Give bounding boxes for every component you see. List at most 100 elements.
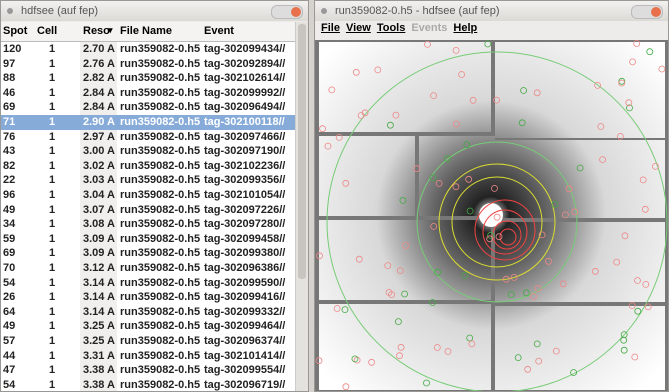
cell: 3.14 A [83, 290, 115, 305]
detector-image [315, 40, 668, 392]
menu-item[interactable]: Events [411, 22, 447, 34]
cell: 3.25 A [83, 334, 115, 349]
cell: 1 [49, 305, 55, 320]
cell: 3.31 A [83, 349, 115, 364]
cell: tag-302099434// [204, 42, 285, 57]
cell: 47 [3, 363, 15, 378]
menu-item[interactable]: Tools [377, 22, 406, 34]
cell: run359082-0.h5 [120, 71, 200, 86]
cell: run359082-0.h5 [120, 203, 200, 218]
menu-item[interactable]: View [346, 22, 371, 34]
cell: run359082-0.h5 [120, 188, 200, 203]
cell: 3.14 A [83, 276, 115, 291]
cell: tag-302099332// [204, 305, 285, 320]
menu-item[interactable]: Help [453, 22, 477, 34]
cell: 2.97 A [83, 130, 115, 145]
sort-indicator[interactable]: ▾ [108, 25, 113, 36]
title-bar: run359082-0.h5 - hdfsee (auf fep) [315, 1, 668, 21]
cell: tag-302101414// [204, 349, 285, 364]
cell: run359082-0.h5 [120, 100, 200, 115]
cell: 1 [49, 378, 55, 392]
cell: 76 [3, 130, 15, 145]
column-header[interactable]: File Name [120, 25, 172, 37]
column-header[interactable]: Event [204, 25, 234, 37]
column-header[interactable]: Reso [83, 25, 110, 37]
cell: 1 [49, 217, 55, 232]
cell: 2.70 A [83, 42, 115, 57]
cell: run359082-0.h5 [120, 363, 200, 378]
cell: tag-302099416// [204, 290, 285, 305]
cell: 34 [3, 217, 15, 232]
cell: 71 [3, 115, 15, 130]
cell: 1 [49, 71, 55, 86]
cell: 3.38 A [83, 378, 115, 392]
cell: run359082-0.h5 [120, 232, 200, 247]
cell: 82 [3, 159, 15, 174]
cell: 3.08 A [83, 217, 115, 232]
cell: tag-302096374// [204, 334, 285, 349]
table-header[interactable]: Spot Cell Reso File Name Event ▾ [1, 22, 296, 42]
cell: 1 [49, 42, 55, 57]
cell: 1 [49, 86, 55, 101]
cell: 43 [3, 144, 15, 159]
cell: tag-302100118// [204, 115, 285, 130]
cell: tag-302099380// [204, 246, 285, 261]
column-header[interactable]: Cell [37, 25, 57, 37]
cell: 69 [3, 100, 15, 115]
cell: run359082-0.h5 [120, 217, 200, 232]
cell: 3.00 A [83, 144, 115, 159]
cell: 49 [3, 203, 15, 218]
cell: run359082-0.h5 [120, 57, 200, 72]
cell: tag-302099554// [204, 363, 285, 378]
scrollbar[interactable] [295, 22, 308, 391]
cell: run359082-0.h5 [120, 173, 200, 188]
cell: 88 [3, 71, 15, 86]
cell: 1 [49, 334, 55, 349]
cell: tag-302099992// [204, 86, 285, 101]
cell: 64 [3, 305, 15, 320]
cell: 3.09 A [83, 232, 115, 247]
cell: 1 [49, 100, 55, 115]
cell: tag-302102236// [204, 159, 285, 174]
cell: tag-302096494// [204, 100, 285, 115]
cell: tag-302096386// [204, 261, 285, 276]
cell: 46 [3, 86, 15, 101]
cell: run359082-0.h5 [120, 261, 200, 276]
column-header[interactable]: Spot [3, 25, 27, 37]
cell: 3.12 A [83, 261, 115, 276]
cell: 54 [3, 276, 15, 291]
cell: 120 [3, 42, 21, 57]
cell: tag-302099356// [204, 173, 285, 188]
cell: tag-302097190// [204, 144, 285, 159]
table-body: 12012.70 Arun359082-0.h5tag-302099434//9… [1, 42, 296, 391]
menu-item[interactable]: File [321, 22, 340, 34]
window-title: hdfsee (auf fep) [21, 5, 98, 17]
cell: 1 [49, 349, 55, 364]
cell: 59 [3, 232, 15, 247]
window-title: run359082-0.h5 - hdfsee (auf fep) [335, 5, 500, 17]
